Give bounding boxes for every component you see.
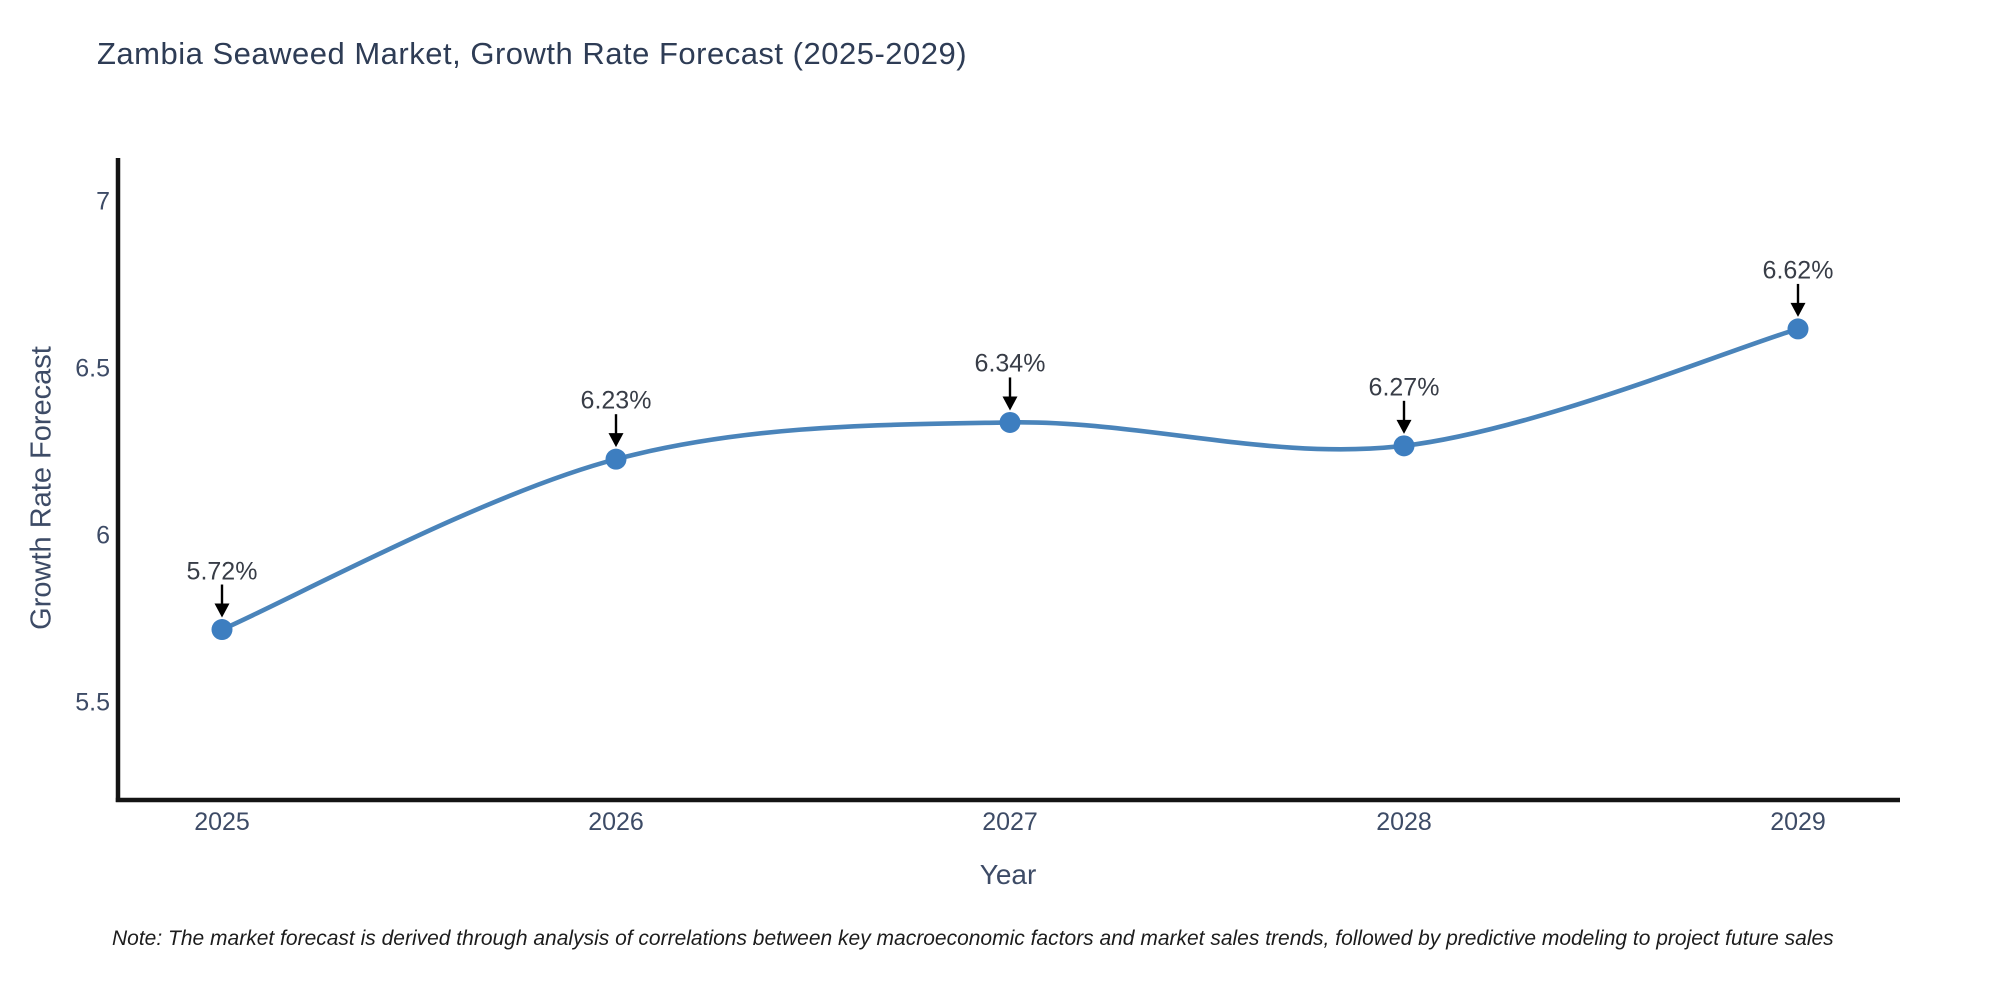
x-tick-label: 2026 [588, 808, 644, 836]
annotation-arrowhead [1002, 396, 1018, 411]
data-point-marker [605, 448, 627, 470]
annotation-arrowhead [608, 433, 624, 448]
x-tick-label: 2028 [1376, 808, 1432, 836]
chart-title: Zambia Seaweed Market, Growth Rate Forec… [97, 36, 968, 71]
annotation-arrowhead [1790, 302, 1806, 317]
annotation-arrowhead [214, 603, 230, 618]
footnote: Note: The market forecast is derived thr… [112, 927, 1834, 950]
y-tick-label: 6.5 [75, 354, 110, 383]
point-annotation: 6.23% [580, 386, 652, 415]
data-point-marker [1787, 318, 1809, 340]
x-tick-label: 2029 [1770, 808, 1826, 836]
point-annotation: 5.72% [186, 557, 258, 586]
data-point-marker [999, 411, 1021, 433]
x-tick-label: 2025 [194, 808, 250, 836]
point-annotation: 6.27% [1368, 373, 1440, 402]
y-tick-label: 5.5 [75, 688, 110, 717]
data-point-marker [1393, 435, 1415, 457]
point-annotation: 6.62% [1762, 256, 1834, 285]
y-axis-title: Growth Rate Forecast [25, 346, 58, 630]
point-annotation: 6.34% [974, 349, 1046, 378]
data-point-marker [211, 619, 233, 641]
y-tick-label: 6 [96, 521, 110, 550]
y-tick-label: 7 [96, 187, 110, 216]
annotation-arrowhead [1396, 419, 1412, 434]
x-axis-title: Year [979, 859, 1037, 890]
x-tick-label: 2027 [982, 808, 1038, 836]
